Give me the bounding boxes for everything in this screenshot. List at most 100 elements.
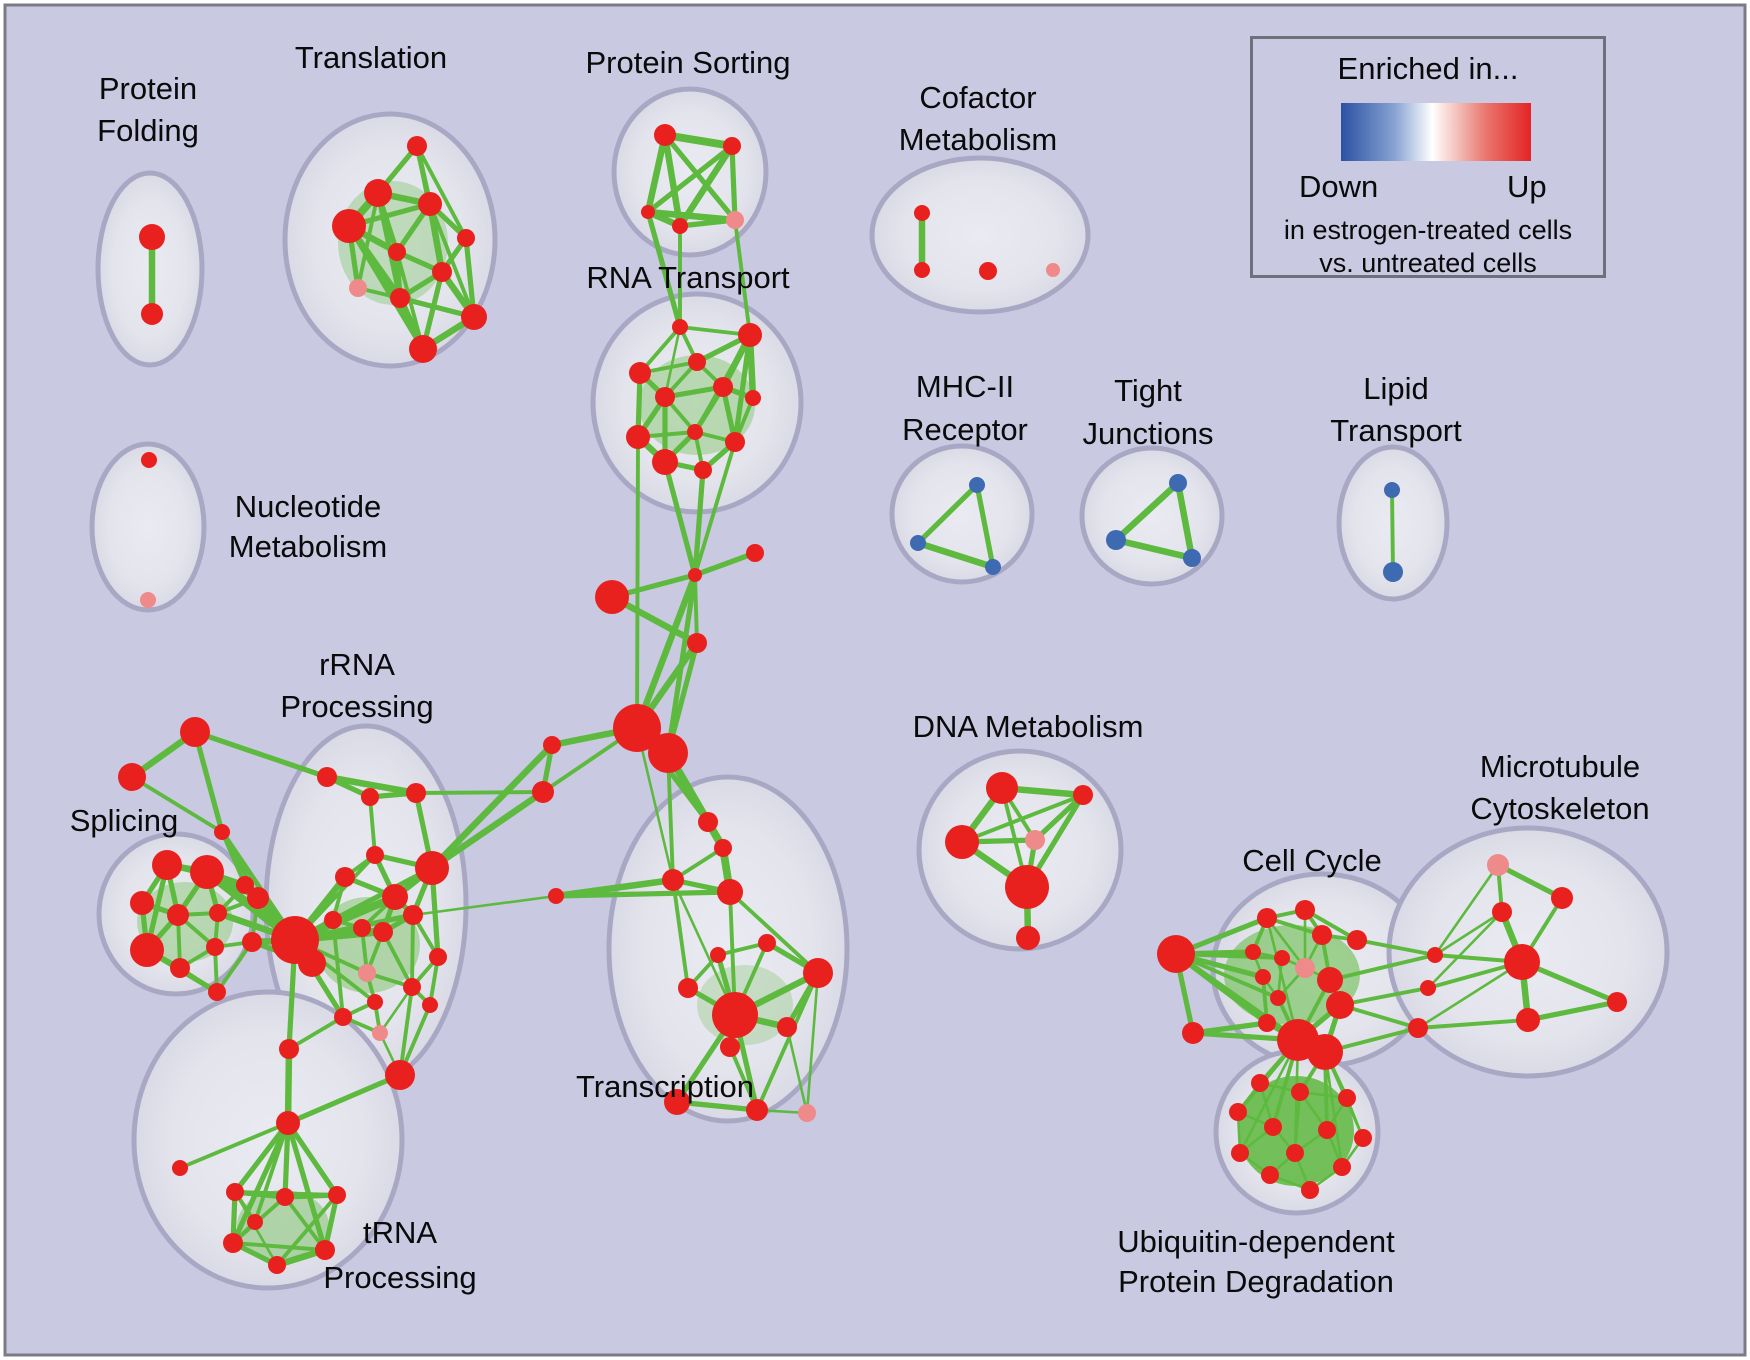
network-node <box>910 535 926 551</box>
network-edge <box>1525 999 1620 1023</box>
network-node <box>167 904 189 926</box>
network-node <box>678 978 698 998</box>
network-node <box>945 825 979 859</box>
network-node <box>317 767 337 787</box>
network-edge <box>662 459 698 578</box>
network-edge <box>285 1120 328 1253</box>
network-node <box>664 1089 690 1115</box>
network-node <box>334 1008 352 1026</box>
network-node <box>687 633 707 653</box>
network-node <box>1291 1083 1309 1101</box>
network-node <box>1231 1144 1249 1162</box>
network-node <box>798 1104 816 1122</box>
network-edge <box>677 217 738 229</box>
network-node <box>985 559 1001 575</box>
network-edge <box>410 913 415 989</box>
cluster-ellipse-mhc-ii-receptor <box>889 443 1035 585</box>
cluster-label-cofactor-metabolism: Cofactor <box>919 80 1036 115</box>
network-node <box>226 1183 244 1201</box>
cluster-label-rrna-processing: rRNA <box>319 647 395 682</box>
network-node <box>180 717 210 747</box>
network-node <box>1286 1144 1304 1162</box>
network-edge <box>671 878 737 1017</box>
legend-down-label: Down <box>1299 169 1379 204</box>
network-node <box>717 879 743 905</box>
cluster-label-mhc-ii-receptor: Receptor <box>902 412 1028 447</box>
network-edge <box>463 235 477 320</box>
network-edge <box>285 1072 403 1126</box>
network-edge <box>662 132 738 223</box>
network-node <box>364 179 392 207</box>
network-node <box>1270 990 1286 1006</box>
network-edge <box>1112 536 1196 562</box>
network-edge <box>130 775 224 834</box>
network-node <box>1005 865 1049 909</box>
network-node <box>358 964 376 982</box>
network-edge <box>960 793 1085 844</box>
network-node <box>548 888 564 904</box>
network-node <box>361 788 379 806</box>
network-node <box>141 452 157 468</box>
cluster-label-lipid-transport: Transport <box>1330 413 1462 448</box>
cluster-label-lipid-transport: Lipid <box>1363 371 1429 406</box>
cluster-label-protein-folding: Protein <box>99 71 197 106</box>
network-edge <box>215 940 254 994</box>
cluster-label-nucleotide-metabolism: Metabolism <box>229 529 388 564</box>
network-node <box>130 891 154 915</box>
cluster-label-protein-folding: Folding <box>97 113 199 148</box>
network-node <box>803 958 833 988</box>
cluster-label-ubiquitin-degradation: Ubiquitin-dependent <box>1117 1224 1395 1259</box>
network-node <box>353 919 371 937</box>
network-node <box>382 884 408 910</box>
network-node <box>1347 930 1367 950</box>
network-edge <box>661 131 736 150</box>
network-edge <box>914 539 997 571</box>
network-node <box>279 1039 299 1059</box>
network-edge <box>1433 910 1504 957</box>
network-node <box>403 978 421 996</box>
network-node <box>613 704 661 752</box>
network-edge <box>232 1120 291 1195</box>
network-node <box>1301 1181 1319 1199</box>
network-node <box>242 932 262 952</box>
cluster-label-cofactor-metabolism: Metabolism <box>899 122 1058 157</box>
network-node <box>403 905 423 925</box>
network-node <box>694 461 712 479</box>
network-node <box>688 353 706 371</box>
network-node <box>385 1060 415 1090</box>
legend-title: Enriched in... <box>1337 51 1519 86</box>
network-edge <box>755 971 820 1112</box>
network-node <box>1261 1166 1279 1184</box>
network-node <box>1326 991 1354 1019</box>
network-edge <box>644 208 739 224</box>
network-node <box>713 377 733 397</box>
network-edge <box>1032 792 1086 843</box>
network-edge <box>415 144 468 240</box>
network-node <box>276 1188 294 1206</box>
network-node <box>1427 947 1443 963</box>
network-node <box>315 1240 335 1260</box>
network-node <box>366 846 384 864</box>
network-node <box>130 933 164 967</box>
network-edge <box>915 482 980 546</box>
network-edge <box>1416 960 1524 1030</box>
network-edge <box>805 971 820 1115</box>
network-node <box>532 781 554 803</box>
legend: Enriched in... Down Up in estrogen-treat… <box>1250 36 1606 278</box>
network-edge <box>282 1120 291 1200</box>
network-node <box>1408 1018 1428 1038</box>
legend-subtitle-line2: vs. untreated cells <box>1319 248 1537 278</box>
network-node <box>714 839 732 857</box>
network-node <box>172 1160 188 1176</box>
cluster-label-microtubule-cytoskeleton: Microtubule <box>1480 749 1640 784</box>
network-node <box>1338 1089 1356 1107</box>
network-edge <box>553 889 733 899</box>
cluster-ellipse-nucleotide-metabolism <box>89 441 207 613</box>
network-node <box>214 824 230 840</box>
network-node <box>349 279 367 297</box>
network-edge <box>733 218 752 337</box>
legend-subtitle-line1: in estrogen-treated cells <box>1283 215 1573 245</box>
network-node <box>432 262 452 282</box>
network-edge <box>285 1120 340 1198</box>
cluster-label-ubiquitin-degradation: Protein Degradation <box>1118 1264 1394 1299</box>
